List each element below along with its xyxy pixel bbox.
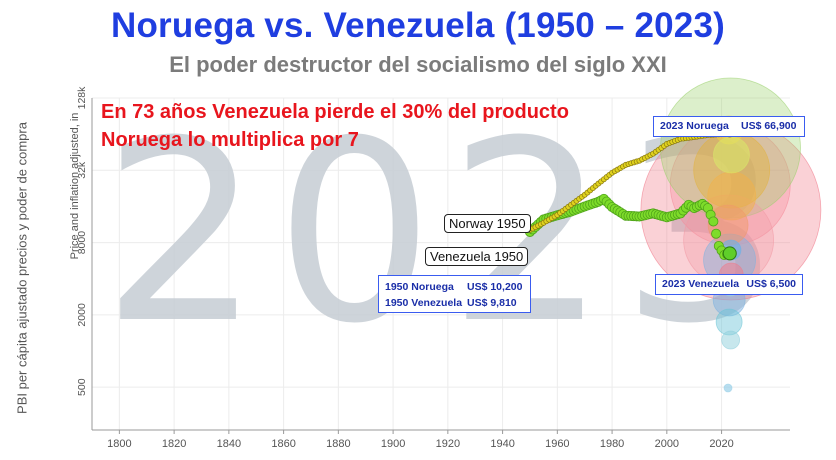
venezuela-2023-marker — [723, 247, 736, 260]
x-tick-label: 1880 — [326, 438, 350, 450]
label-venezuela-1950: Venezuela 1950 — [425, 247, 528, 266]
box-2023-norway: 2023 Noruega US$ 66,900 — [653, 116, 805, 137]
box-1950-venezuela-value: US$ 9,810 — [467, 297, 517, 309]
box-2023-venezuela: 2023 Venezuela US$ 6,500 — [655, 274, 803, 295]
x-tick-label: 2020 — [709, 438, 733, 450]
y-tick-label: 500 — [76, 378, 88, 396]
headline-venezuela: En 73 años Venezuela pierde el 30% del p… — [101, 101, 569, 124]
other-country-bubble — [713, 137, 749, 173]
x-tick-label: 1980 — [600, 438, 624, 450]
venezuela-point — [711, 229, 720, 238]
x-tick-label: 1820 — [162, 438, 186, 450]
box-2023-norway-label: 2023 Noruega — [660, 120, 741, 132]
box-2023-venezuela-label: 2023 Venezuela — [662, 278, 746, 290]
other-country-bubble — [724, 384, 732, 392]
other-country-bubble — [722, 331, 740, 349]
y-axis-label: PBI per cápita ajustado precios y poder … — [15, 122, 30, 414]
headline-norway: Noruega lo multiplica por 7 — [101, 129, 359, 152]
box-1950-norway-value: US$ 10,200 — [467, 281, 522, 293]
venezuela-point — [709, 217, 718, 226]
box-2023-venezuela-value: US$ 6,500 — [746, 278, 796, 290]
x-tick-label: 1920 — [436, 438, 460, 450]
x-tick-label: 1940 — [490, 438, 514, 450]
x-tick-label: 2000 — [655, 438, 679, 450]
y-tick-label: 2000 — [76, 303, 88, 327]
label-norway-1950: Norway 1950 — [444, 214, 531, 233]
x-tick-label: 1900 — [381, 438, 405, 450]
x-tick-label: 1800 — [107, 438, 131, 450]
box-1950-values: 1950 Noruega US$ 10,200 1950 Venezuela U… — [378, 275, 531, 313]
x-tick-label: 1840 — [217, 438, 241, 450]
x-tick-label: 1960 — [545, 438, 569, 450]
y-axis-sublabel: Price and inflation adjusted, in — [69, 113, 81, 260]
box-2023-norway-value: US$ 66,900 — [741, 120, 796, 132]
box-1950-norway-label: 1950 Noruega — [385, 281, 467, 293]
box-1950-venezuela-label: 1950 Venezuela — [385, 297, 467, 309]
y-tick-label: 128k — [76, 86, 88, 110]
x-tick-label: 1860 — [271, 438, 295, 450]
